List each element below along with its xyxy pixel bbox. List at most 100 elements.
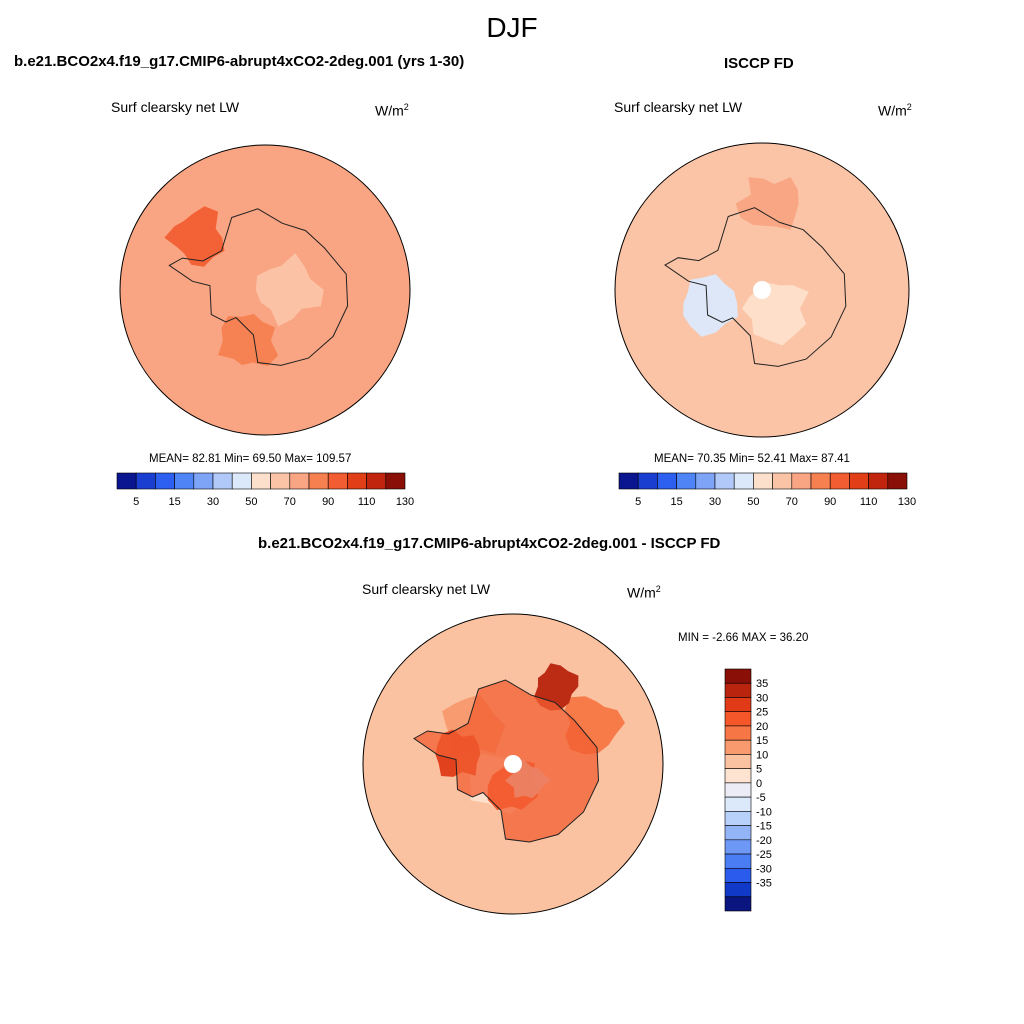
colorbar-tick-label: 5 <box>635 496 641 508</box>
colorbar-box <box>366 472 387 490</box>
colorbar-box <box>695 472 716 490</box>
colorbar-tick-label: 5 <box>133 496 139 508</box>
polar-map-2 <box>614 142 910 438</box>
panel3-variable-label: Surf clearsky net LW <box>362 581 491 597</box>
antarctica-coastline <box>664 207 847 367</box>
colorbar-box <box>155 472 175 490</box>
polar-map-1 <box>119 144 411 436</box>
colorbar-box <box>724 768 752 784</box>
panel3-stats: MIN = -2.66 MAX = 36.20 <box>678 632 809 644</box>
colorbar-box <box>135 472 156 490</box>
colorbar-box <box>724 725 752 741</box>
pole-hole <box>753 281 771 299</box>
colorbar-box <box>868 472 889 490</box>
colorbar-tick-label: -30 <box>756 863 772 875</box>
colorbar-tick-label: -20 <box>756 835 772 847</box>
colorbar-box <box>724 825 752 841</box>
colorbar-box <box>618 472 639 490</box>
colorbar-tick-label: 5 <box>756 764 762 776</box>
colorbar-box <box>724 782 752 798</box>
colorbar-tick-label: 25 <box>756 707 768 719</box>
colorbar-tick-label: 90 <box>322 496 334 508</box>
colorbar-panel1: 5 15 30 50 70 90 110 130 <box>116 472 414 508</box>
colorbar-box <box>733 472 754 490</box>
colorbar-tick-label: -25 <box>756 849 772 861</box>
colorbar-box <box>829 472 850 490</box>
colorbar-tick-label: 130 <box>396 496 414 508</box>
colorbar-tick-label: 15 <box>168 496 180 508</box>
colorbar-box <box>887 472 908 490</box>
colorbar-box <box>724 839 752 855</box>
colorbar-tick-label: 30 <box>756 692 768 704</box>
panel1-units: W/m2 <box>375 102 409 119</box>
colorbar-tick-label: -5 <box>756 792 766 804</box>
colorbar-box <box>791 472 812 490</box>
colorbar-box <box>724 896 752 912</box>
map-field-region <box>534 663 579 711</box>
colorbar-box <box>724 867 752 883</box>
colorbar-box <box>772 472 793 490</box>
colorbar-box <box>193 472 214 490</box>
colorbar-box <box>116 472 137 490</box>
panel2-variable-label: Surf clearsky net LW <box>614 99 743 115</box>
colorbar-tick-label: -15 <box>756 821 772 833</box>
panel2-stats: MEAN= 70.35 Min= 52.41 Max= 87.41 <box>654 453 850 465</box>
colorbar-box <box>724 882 752 898</box>
colorbar-tick-label: 50 <box>747 496 759 508</box>
colorbar-box <box>724 711 752 727</box>
colorbar-tick-label: 10 <box>756 749 768 761</box>
map-field-region <box>735 177 799 230</box>
colorbar-box <box>251 472 271 490</box>
panel1-variable-label: Surf clearsky net LW <box>111 99 240 115</box>
panel1-title: b.e21.BCO2x4.f19_g17.CMIP6-abrupt4xCO2-2… <box>14 53 465 70</box>
colorbar-box <box>174 472 195 490</box>
colorbar-box <box>270 472 291 490</box>
colorbar-box <box>724 754 752 769</box>
colorbar-box <box>724 668 752 684</box>
panel2-units: W/m2 <box>878 102 912 119</box>
colorbar-tick-label: 15 <box>670 496 682 508</box>
colorbar-box <box>724 682 752 698</box>
colorbar-box <box>724 811 752 826</box>
colorbar-box <box>676 472 697 490</box>
colorbar-box <box>289 472 310 490</box>
colorbar-tick-label: 35 <box>756 678 768 690</box>
colorbar-tick-label: 50 <box>245 496 257 508</box>
colorbar-box <box>810 472 831 490</box>
antarctica-coastline <box>413 679 600 843</box>
map-field-region <box>164 206 225 267</box>
panel1-stats: MEAN= 82.81 Min= 69.50 Max= 109.57 <box>149 453 352 465</box>
colorbar-tick-label: 70 <box>284 496 296 508</box>
colorbar-box <box>724 697 752 713</box>
colorbar-box <box>849 472 869 490</box>
colorbar-box <box>327 472 348 490</box>
colorbar-panel3: 35 30 25 20 15 10 5 0 -5 -10 -15 -20 -25 -30 -35 <box>724 668 772 912</box>
colorbar-tick-label: -35 <box>756 878 772 890</box>
map-border <box>362 613 664 915</box>
colorbar-tick-label: 110 <box>358 496 376 508</box>
colorbar-tick-label: 130 <box>898 496 916 508</box>
colorbar-tick-label: 0 <box>756 778 762 790</box>
map-border <box>119 144 411 436</box>
colorbar-tick-label: -10 <box>756 806 772 818</box>
colorbar-box <box>308 472 329 490</box>
colorbar-tick-label: 90 <box>824 496 836 508</box>
pole-hole <box>504 755 522 773</box>
polar-map-3 <box>362 613 664 915</box>
colorbar-box <box>637 472 658 490</box>
colorbar-tick-label: 15 <box>756 735 768 747</box>
colorbar-box <box>714 472 735 490</box>
colorbar-tick-label: 110 <box>860 496 878 508</box>
colorbar-box <box>724 739 752 755</box>
colorbar-box <box>385 472 406 490</box>
colorbar-box <box>753 472 773 490</box>
colorbar-box <box>231 472 252 490</box>
panel2-title: ISCCP FD <box>724 55 794 72</box>
panel3-title: b.e21.BCO2x4.f19_g17.CMIP6-abrupt4xCO2-2… <box>258 535 721 552</box>
colorbar-panel2: 5 15 30 50 70 90 110 130 <box>618 472 916 508</box>
colorbar-tick-label: 70 <box>786 496 798 508</box>
map-field-region <box>255 253 324 327</box>
panel3-units: W/m2 <box>627 584 661 601</box>
season-title: DJF <box>486 12 538 43</box>
